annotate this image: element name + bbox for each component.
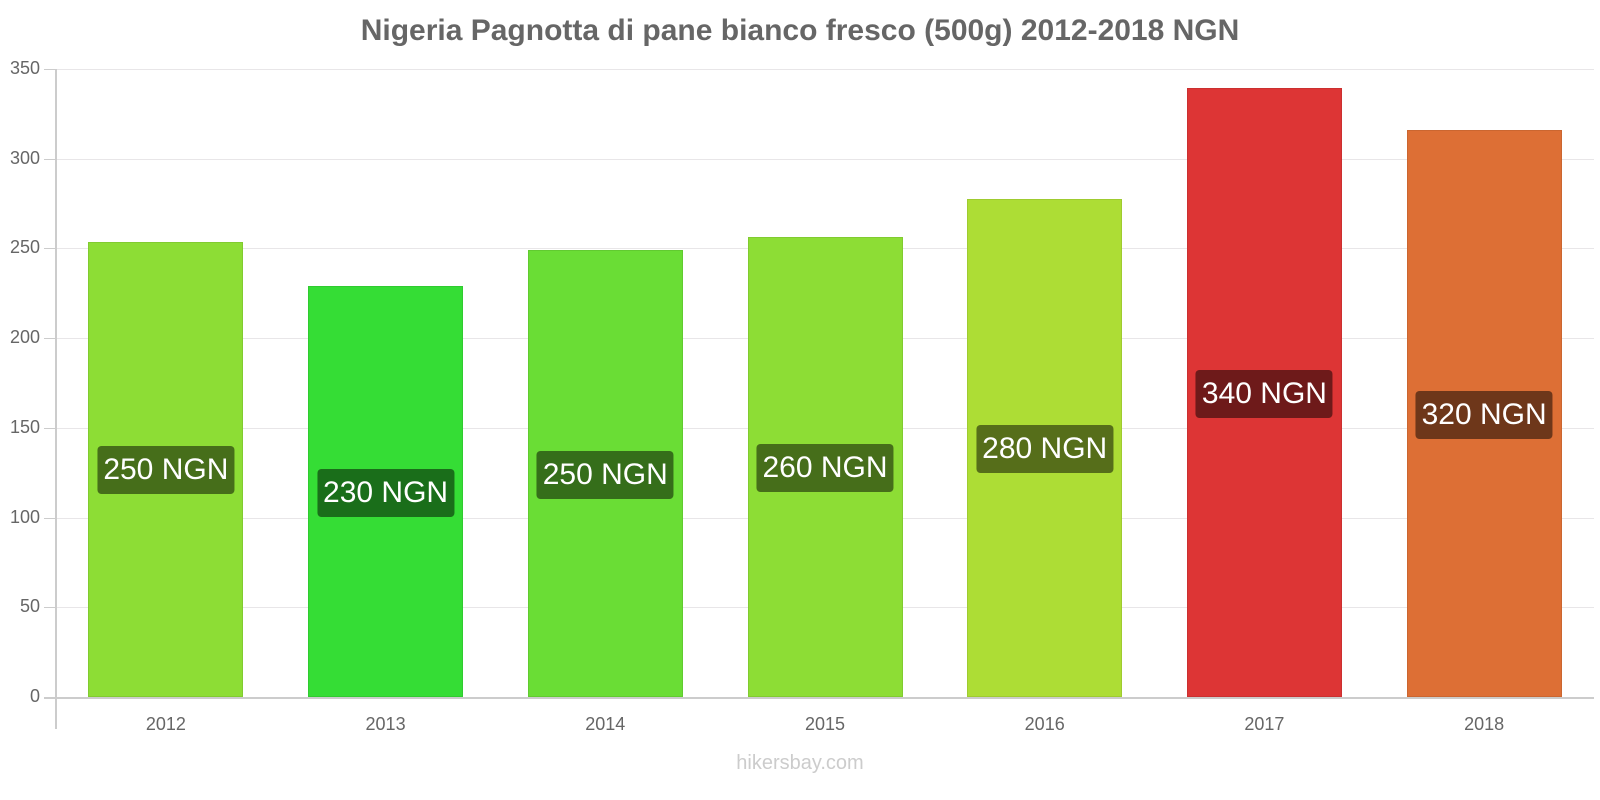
bar-2013[interactable]: 230 NGN: [308, 286, 464, 697]
bar-2015[interactable]: 260 NGN: [747, 237, 903, 697]
bar-value-label: 280 NGN: [976, 425, 1114, 474]
y-tick-mark: [44, 69, 55, 70]
x-axis-line: [44, 697, 1594, 699]
x-tick-label: 2018: [1464, 714, 1505, 734]
y-tick-mark: [44, 517, 55, 519]
bar-value-label: 260 NGN: [756, 444, 894, 493]
bar-2014[interactable]: 250 NGN: [527, 250, 683, 697]
bar-value-label: 230 NGN: [317, 468, 455, 517]
y-tick-label: 150: [9, 416, 40, 437]
y-tick-label: 200: [9, 327, 40, 348]
bar-2017[interactable]: 340 NGN: [1186, 88, 1342, 697]
y-tick-label: 50: [19, 596, 40, 617]
y-tick-mark: [44, 607, 55, 609]
chart-title: Nigeria Pagnotta di pane bianco fresco (…: [360, 14, 1240, 47]
y-tick-label: 300: [9, 147, 40, 168]
y-tick-mark: [44, 338, 55, 340]
y-tick-label: 0: [29, 686, 40, 706]
bar-value-label: 250 NGN: [97, 446, 235, 495]
bar-value-label: 340 NGN: [1195, 369, 1333, 418]
gridline: [56, 158, 1594, 160]
gridline: [56, 69, 1594, 70]
y-tick-mark: [44, 158, 55, 160]
bar-2016[interactable]: 280 NGN: [967, 199, 1123, 697]
x-tick-label: 2013: [365, 714, 406, 734]
x-tick-label: 2016: [1024, 714, 1065, 734]
x-tick-label: 2012: [145, 714, 186, 734]
y-tick-label: 100: [9, 506, 40, 527]
y-tick-mark: [44, 248, 55, 250]
y-tick-label: 250: [9, 237, 40, 258]
x-tick-label: 2017: [1244, 714, 1285, 734]
bar-value-label: 250 NGN: [536, 450, 674, 499]
x-tick-label: 2015: [804, 714, 846, 734]
y-tick-label: 350: [9, 58, 40, 78]
bar-2012[interactable]: 250 NGN: [88, 241, 244, 697]
watermark: hikersbay.com: [736, 752, 864, 774]
x-tick-label: 2014: [585, 714, 626, 734]
y-axis-line: [55, 69, 57, 729]
y-tick-mark: [44, 427, 55, 429]
bar-2018[interactable]: 320 NGN: [1406, 130, 1562, 697]
bar-value-label: 320 NGN: [1415, 390, 1553, 439]
